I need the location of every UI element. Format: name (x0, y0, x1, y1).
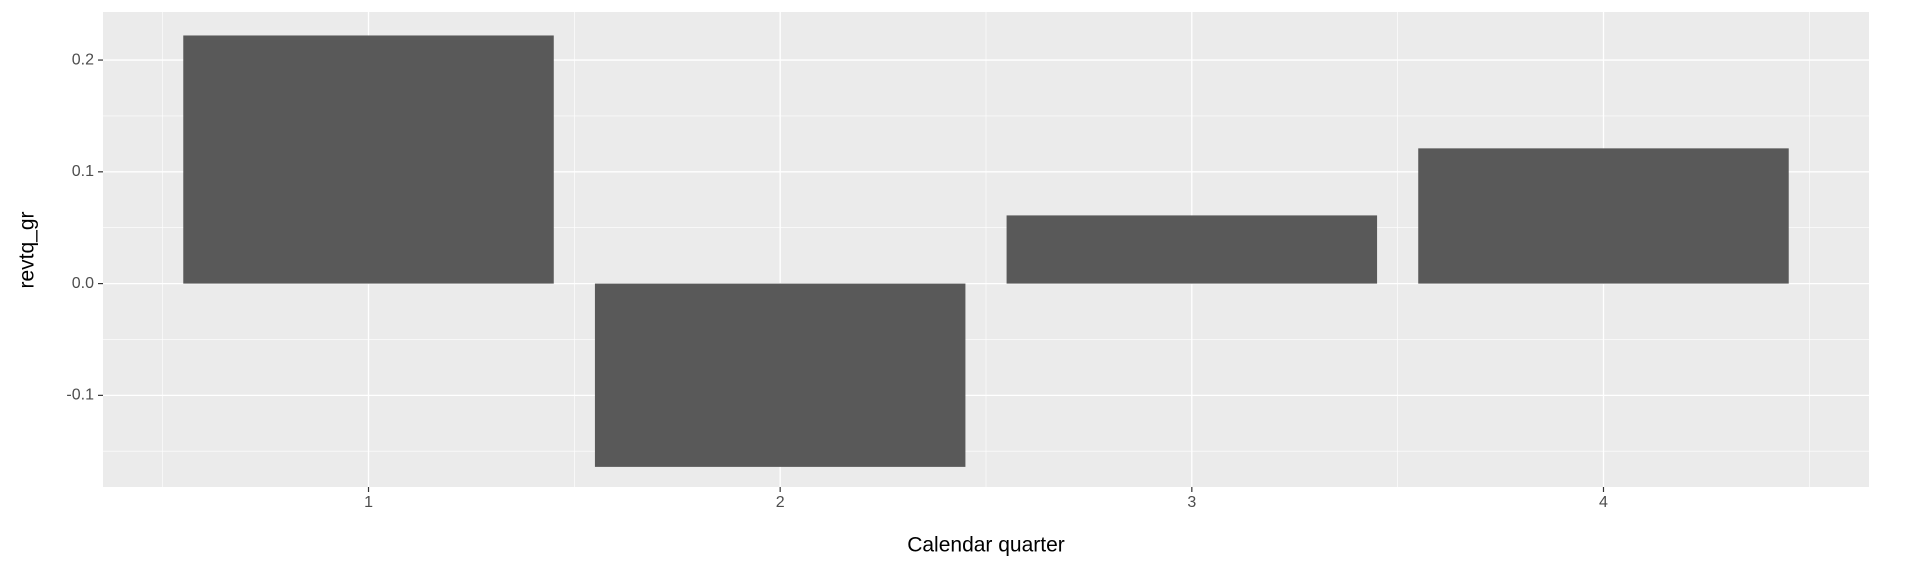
x-tick-label: 1 (364, 494, 373, 511)
x-tick-label: 3 (1187, 494, 1196, 511)
bar (594, 283, 966, 467)
y-tick-label: -0.1 (66, 387, 94, 404)
bar (1006, 215, 1378, 284)
y-tick-label: 0.0 (72, 275, 94, 292)
x-tick-label: 2 (776, 494, 785, 511)
y-tick-label: 0.1 (72, 163, 94, 180)
x-axis-title: Calendar quarter (907, 534, 1065, 557)
bar (1418, 148, 1789, 284)
y-tick-label: 0.2 (72, 51, 94, 68)
bar (183, 35, 554, 284)
x-tick-label: 4 (1599, 494, 1608, 511)
y-axis-title: revtq_gr (16, 211, 39, 288)
